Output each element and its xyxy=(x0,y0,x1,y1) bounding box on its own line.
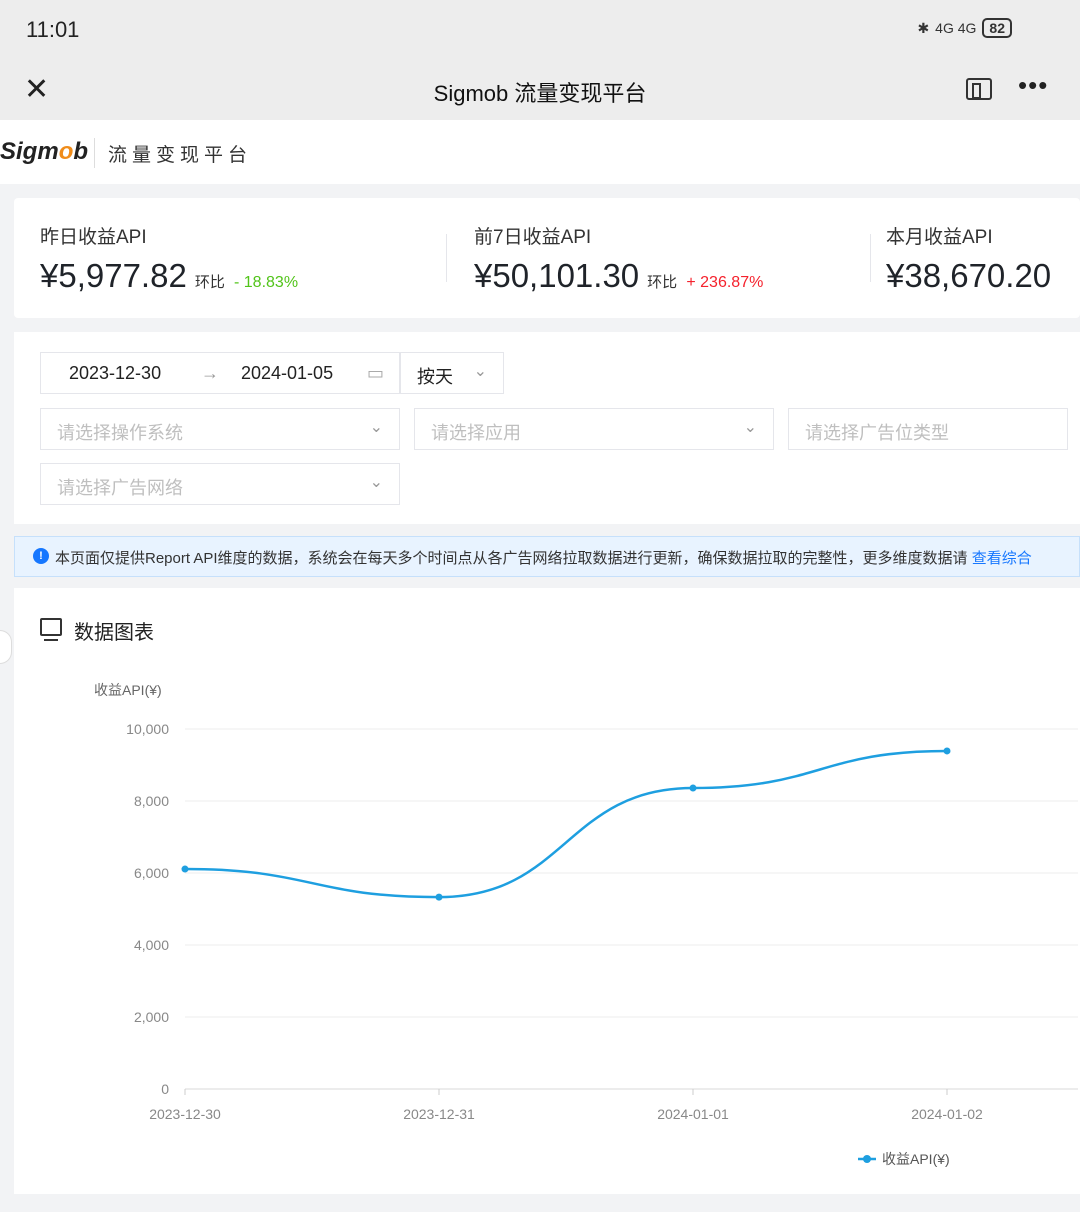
x-tick-label: 2024-01-01 xyxy=(657,1106,729,1122)
stat-change: + 236.87% xyxy=(686,274,764,291)
x-tick-label: 2023-12-30 xyxy=(149,1106,221,1122)
y-tick-label: 2,000 xyxy=(134,1009,169,1025)
start-date[interactable]: 2023-12-30 xyxy=(69,363,162,383)
compare-label: 环比 xyxy=(194,274,225,291)
x-tick-label: 2023-12-31 xyxy=(403,1106,475,1122)
battery-icon: 82 xyxy=(982,18,1012,38)
adtype-select[interactable]: 请选择广告位类型 xyxy=(788,408,1068,450)
date-range-picker[interactable]: 2023-12-30 → 2024-01-05 ▭ xyxy=(40,352,400,394)
granularity-value: 按天 xyxy=(417,367,453,387)
status-icons: ✱ 4G 4G 82 xyxy=(917,18,1012,38)
data-point xyxy=(689,784,697,792)
divider xyxy=(870,234,871,282)
divider xyxy=(446,234,447,282)
chevron-down-icon: ⌄ xyxy=(369,474,383,491)
data-point xyxy=(943,747,951,755)
arrow-right-icon: → xyxy=(201,363,219,383)
y-tick-label: 10,000 xyxy=(126,721,169,737)
series-line xyxy=(184,749,948,899)
logo[interactable]: Sigmob xyxy=(0,138,89,165)
signal-icon: 4G 4G xyxy=(935,20,977,36)
bluetooth-icon: ✱ xyxy=(917,19,930,36)
network-placeholder: 请选择广告网络 xyxy=(57,478,183,498)
nav-bar: ✕ Sigmob 流量变现平台 ••• xyxy=(0,60,1080,120)
stat-label: 本月收益API xyxy=(886,227,993,248)
chevron-down-icon: ⌄ xyxy=(369,419,383,436)
filter-panel: 2023-12-30 → 2024-01-05 ▭ 按天 ⌄ 请选择操作系统 ⌄ 请… xyxy=(14,332,1080,524)
notice-text: 本页面仅提供Report API维度的数据，系统会在每天多个时间点从各广告网络拉… xyxy=(55,550,972,567)
network-select[interactable]: 请选择广告网络 ⌄ xyxy=(40,463,400,505)
end-date[interactable]: 2024-01-05 xyxy=(241,363,334,383)
legend-marker xyxy=(863,1155,871,1163)
data-point xyxy=(181,865,189,873)
stat-yesterday: 昨日收益API ¥5,977.82 环比 - 18.83% xyxy=(40,222,298,295)
y-axis-label: 收益API(¥) xyxy=(94,682,162,698)
stat-label: 昨日收益API xyxy=(40,227,147,248)
close-icon[interactable]: ✕ xyxy=(24,73,50,106)
adtype-placeholder: 请选择广告位类型 xyxy=(805,423,949,443)
stat-value: ¥50,101.30 xyxy=(474,257,640,294)
notice-banner: ! 本页面仅提供Report API维度的数据，系统会在每天多个时间点从各广告网… xyxy=(14,536,1080,577)
nav-title: Sigmob 流量变现平台 xyxy=(433,81,647,106)
app-select[interactable]: 请选择应用 ⌄ xyxy=(414,408,774,450)
stat-change: - 18.83% xyxy=(234,274,299,291)
stat-value: ¥38,670.20 xyxy=(886,257,1052,294)
x-tick-label: 2024-01-02 xyxy=(911,1106,983,1122)
line-chart-icon xyxy=(40,618,62,641)
stat-month: 本月收益API ¥38,670.20 xyxy=(886,222,1051,295)
y-tick-label: 6,000 xyxy=(134,865,169,881)
y-tick-label: 8,000 xyxy=(134,793,169,809)
chevron-down-icon: ⌄ xyxy=(473,363,487,380)
info-icon: ! xyxy=(33,548,49,564)
stat-label: 前7日收益API xyxy=(474,227,592,248)
chart-card: 数据图表 xyxy=(14,588,1080,1194)
divider xyxy=(94,138,95,168)
floating-window-icon[interactable] xyxy=(966,78,992,100)
chart-title: 数据图表 xyxy=(74,622,154,644)
compare-label: 环比 xyxy=(647,274,678,291)
status-bar: 11:01 ✱ 4G 4G 82 xyxy=(0,0,1080,60)
y-tick-label: 0 xyxy=(161,1081,169,1097)
y-tick-label: 4,000 xyxy=(134,937,169,953)
status-time: 11:01 xyxy=(26,17,80,42)
granularity-select[interactable]: 按天 ⌄ xyxy=(400,352,504,394)
os-select[interactable]: 请选择操作系统 ⌄ xyxy=(40,408,400,450)
chevron-down-icon: ⌄ xyxy=(743,419,757,436)
stat-value: ¥5,977.82 xyxy=(40,257,187,294)
calendar-icon[interactable]: ▭ xyxy=(367,363,385,383)
data-point xyxy=(435,893,443,901)
notice-link[interactable]: 查看综合 xyxy=(971,550,1032,567)
header-title: 流量变现平台 xyxy=(108,145,253,166)
stats-card: 昨日收益API ¥5,977.82 环比 - 18.83% 前7日收益API ¥5… xyxy=(14,198,1080,318)
os-placeholder: 请选择操作系统 xyxy=(57,423,183,443)
app-placeholder: 请选择应用 xyxy=(431,423,521,443)
legend-label: 收益API(¥) xyxy=(882,1151,950,1167)
stat-7days: 前7日收益API ¥50,101.30 环比 + 236.87% xyxy=(474,222,763,295)
site-header: Sigmob 流量变现平台 xyxy=(0,120,1080,184)
more-icon[interactable]: ••• xyxy=(1018,70,1049,100)
